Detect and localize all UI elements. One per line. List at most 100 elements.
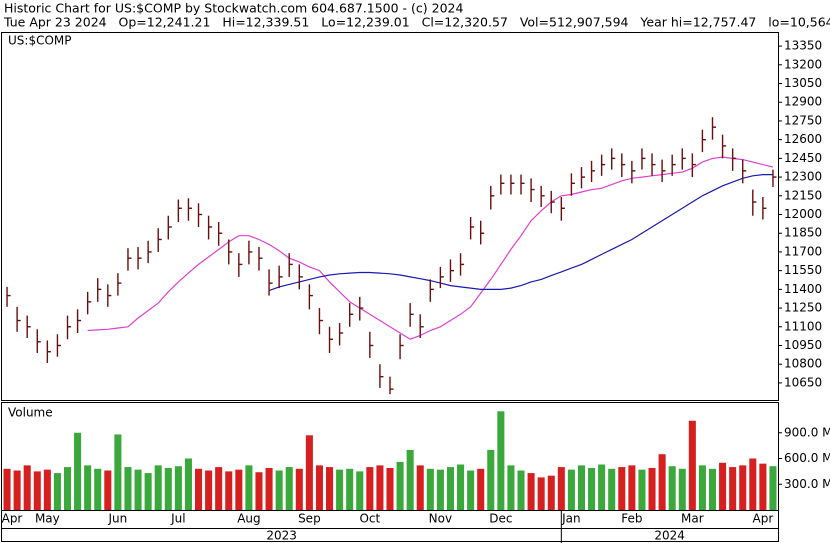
volume-bar <box>53 473 61 510</box>
volume-bar <box>517 470 525 510</box>
volume-bar <box>698 465 706 510</box>
volume-bar <box>366 467 374 510</box>
volume-bar <box>326 467 334 510</box>
volume-bar <box>144 473 152 510</box>
volume-bar <box>215 467 223 510</box>
chart-subtitle: Tue Apr 23 2024 Op=12,241.21 Hi=12,339.5… <box>3 15 830 30</box>
y-tick-label: 12750 <box>784 113 822 127</box>
volume-bar <box>376 465 384 510</box>
volume-bar <box>235 469 243 510</box>
x-tick-label: Oct <box>359 512 380 526</box>
y-tick-label: 12900 <box>784 95 822 109</box>
volume-bar <box>104 470 112 510</box>
volume-bar <box>245 465 253 510</box>
volume-bar <box>265 467 273 510</box>
volume-bar <box>658 454 666 510</box>
volume-bar <box>628 465 636 510</box>
volume-bar <box>436 469 444 510</box>
series-label: US:$COMP <box>8 34 72 48</box>
y-tick-label: 11400 <box>784 282 822 296</box>
y-tick-label: 300.0 M <box>784 477 830 491</box>
volume-bar <box>527 473 535 510</box>
volume-bar <box>648 467 656 510</box>
y-tick-label: 11850 <box>784 226 822 240</box>
y-tick-label: 10800 <box>784 357 822 371</box>
volume-bar <box>396 461 404 510</box>
y-tick-label: 12300 <box>784 170 822 184</box>
volume-bar <box>43 469 51 510</box>
volume-bar <box>124 467 132 510</box>
y-tick-label: 11250 <box>784 301 822 315</box>
x-tick-label: Jan <box>561 512 581 526</box>
volume-bar <box>477 468 485 510</box>
volume-bar <box>13 470 21 510</box>
volume-bar <box>336 469 344 510</box>
volume-bar <box>457 464 465 510</box>
volume-bar <box>729 467 737 510</box>
x-tick-label: May <box>35 512 60 526</box>
volume-bar <box>275 470 283 510</box>
y-tick-label: 12450 <box>784 151 822 165</box>
volume-bar <box>598 464 606 510</box>
volume-bar <box>164 467 172 510</box>
volume-bar <box>63 467 72 510</box>
moving-average-line <box>268 174 773 292</box>
volume-bar <box>23 465 31 510</box>
y-tick-label: 10650 <box>784 375 822 389</box>
x-tick-label: Jul <box>170 512 185 526</box>
year-label: 2024 <box>654 529 685 543</box>
volume-bar <box>134 469 142 510</box>
x-tick-label: Mar <box>681 512 704 526</box>
y-tick-label: 11100 <box>784 319 822 333</box>
volume-bar <box>749 458 757 510</box>
y-tick-label: 12000 <box>784 207 822 221</box>
volume-bar <box>719 462 727 510</box>
y-tick-label: 600.0 M <box>784 451 830 465</box>
volume-bar <box>668 466 676 510</box>
volume-bar <box>184 458 192 510</box>
volume-bar <box>507 465 515 510</box>
volume-bar <box>487 449 495 510</box>
y-tick-label: 13200 <box>784 57 822 71</box>
y-tick-label: 12150 <box>784 188 822 202</box>
x-tick-label: Aug <box>237 512 260 526</box>
volume-bar <box>759 463 767 510</box>
volume-bar <box>174 466 182 510</box>
x-tick-label: Apr <box>753 512 774 526</box>
volume-bar <box>446 467 454 510</box>
volume-bar <box>205 470 213 510</box>
volume-bar <box>94 468 102 510</box>
volume-bar <box>356 471 364 510</box>
x-tick-label: Jun <box>108 512 128 526</box>
volume-bar <box>708 468 717 510</box>
volume-bar <box>577 465 586 510</box>
volume-bar <box>557 467 565 510</box>
x-axis-panel <box>1 510 779 542</box>
volume-bar <box>638 469 646 510</box>
x-tick-label: Dec <box>489 512 512 526</box>
volume-bar <box>618 467 626 510</box>
volume-bar <box>346 468 354 510</box>
volume-bar <box>426 468 434 510</box>
moving-average-line <box>87 156 774 340</box>
volume-bar <box>567 469 575 510</box>
volume-bar <box>769 466 777 510</box>
volume-bar <box>416 465 424 510</box>
volume-bar <box>739 465 747 510</box>
y-tick-label: 11550 <box>784 263 822 277</box>
volume-bar <box>497 411 505 510</box>
volume-bar <box>74 432 82 510</box>
volume-bar <box>255 472 263 510</box>
volume-bar <box>3 468 11 510</box>
volume-bar <box>194 468 203 510</box>
volume-bar <box>678 468 686 510</box>
year-label: 2023 <box>266 529 297 543</box>
y-tick-label: 900.0 M <box>784 425 830 439</box>
volume-bar <box>588 467 596 510</box>
x-tick-label: Feb <box>621 512 642 526</box>
volume-bar <box>285 467 293 510</box>
y-tick-label: 12600 <box>784 132 822 146</box>
volume-bar <box>154 465 162 510</box>
volume-bar <box>688 420 696 510</box>
